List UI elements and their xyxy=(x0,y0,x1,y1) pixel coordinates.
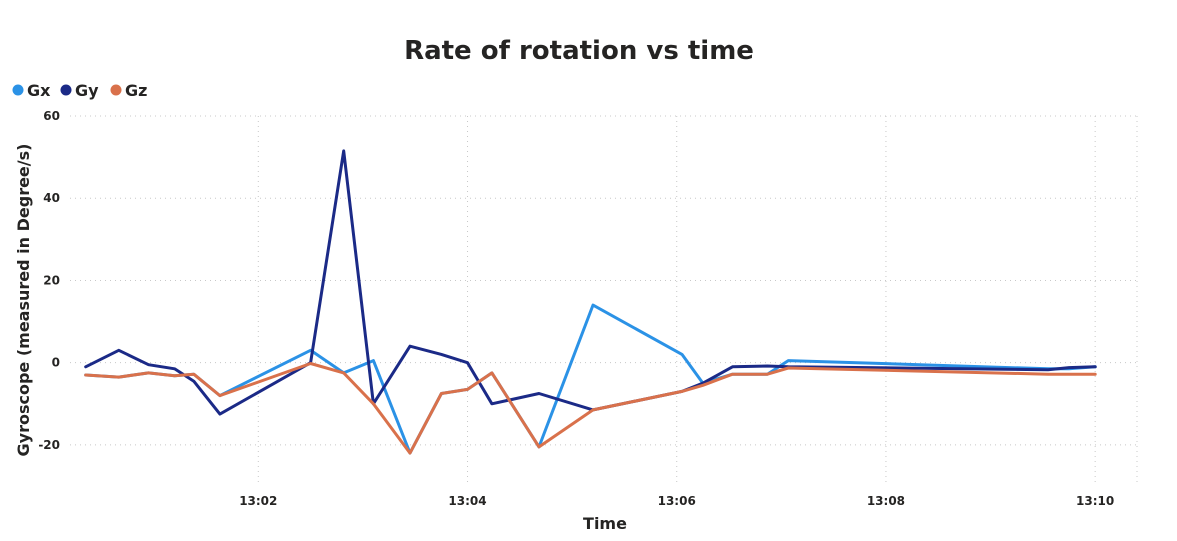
series-line-gy xyxy=(84,149,1097,416)
gridlines xyxy=(70,115,1138,486)
legend-item-gx: Gx xyxy=(12,81,51,100)
chart-title: Rate of rotation vs time xyxy=(404,36,754,66)
series-line-gz xyxy=(84,362,1097,455)
legend: Gx Gy Gz xyxy=(12,81,147,100)
legend-marker xyxy=(60,84,72,96)
x-tick-label: 13:06 xyxy=(658,494,696,508)
y-tick-label: 20 xyxy=(43,273,60,287)
y-tick-label: 60 xyxy=(43,109,60,123)
y-axis-label: Gyroscope (measured in Degree/s) xyxy=(14,144,33,457)
x-tick-label: 13:10 xyxy=(1076,494,1114,508)
legend-label: Gy xyxy=(75,81,99,100)
legend-marker xyxy=(110,84,122,96)
y-axis-ticks: 60 40 20 0 -20 xyxy=(38,109,60,452)
legend-item-gz: Gz xyxy=(110,81,147,100)
legend-marker xyxy=(12,84,24,96)
legend-label: Gz xyxy=(125,81,147,100)
x-tick-label: 13:02 xyxy=(239,494,277,508)
series-lines xyxy=(84,149,1097,455)
x-tick-label: 13:08 xyxy=(867,494,905,508)
x-axis-label: Time xyxy=(583,514,627,533)
y-tick-label: 0 xyxy=(52,356,60,370)
legend-label: Gx xyxy=(27,81,51,100)
x-tick-label: 13:04 xyxy=(448,494,486,508)
legend-item-gy: Gy xyxy=(60,81,99,100)
series-line-gx xyxy=(84,303,1097,455)
x-axis-ticks: 13:02 13:04 13:06 13:08 13:10 xyxy=(239,494,1114,508)
y-tick-label: -20 xyxy=(38,438,60,452)
y-tick-label: 40 xyxy=(43,191,60,205)
